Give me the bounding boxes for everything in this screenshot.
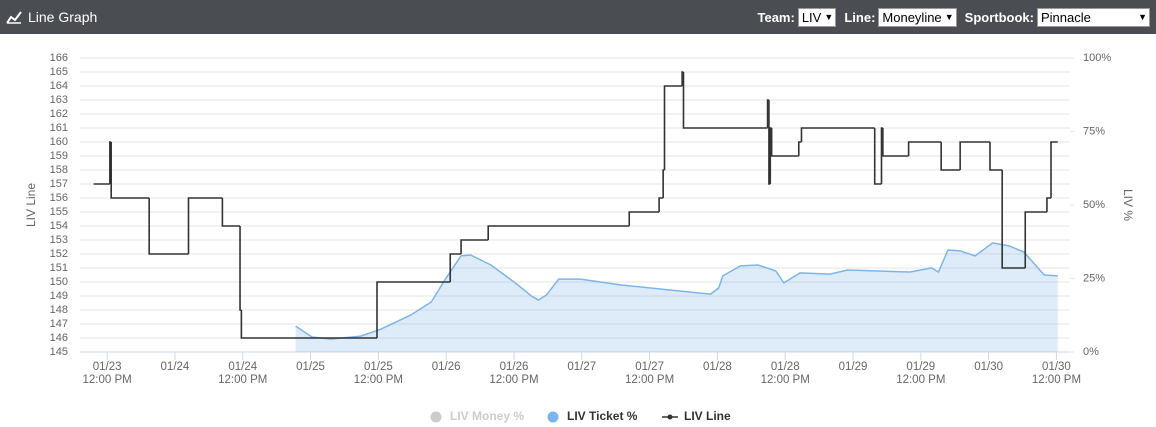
y-tick-label: 163 — [50, 94, 68, 106]
x-tick-label: 01/27 12:00 PM — [624, 361, 675, 386]
x-tick-label: 01/28 12:00 PM — [760, 361, 810, 386]
step-segment — [221, 198, 241, 227]
step-segment — [658, 197, 664, 212]
legend-label[interactable]: LIV Ticket % — [567, 409, 638, 423]
y-tick-label: 147 — [50, 318, 68, 330]
x-tick-label: 01/26 12:00 PM — [489, 361, 539, 386]
step-segment — [240, 310, 377, 339]
legend-symbol — [547, 411, 559, 423]
area-line — [295, 242, 1058, 340]
y-tick-label: 161 — [50, 122, 68, 134]
y-axis-title: LIV Line — [24, 183, 38, 227]
y-tick-label: 155 — [50, 206, 68, 218]
step-segment — [770, 128, 799, 157]
area-fill — [295, 242, 1058, 352]
step-segment — [959, 141, 990, 170]
y2-tick-label: 75% — [1083, 125, 1105, 137]
y-tick-label: 156 — [50, 192, 68, 204]
y-tick-label: 151 — [50, 262, 68, 274]
y-tick-label: 157 — [50, 178, 68, 190]
step-segment — [1001, 170, 1026, 269]
x-tick-label: 01/29 — [838, 361, 868, 373]
chart-icon — [6, 11, 22, 24]
header-title: Line Graph — [28, 9, 98, 25]
step-segment — [187, 197, 223, 254]
y-tick-label: 150 — [50, 276, 68, 288]
y-tick-label: 158 — [50, 164, 68, 176]
y-tick-label: 164 — [50, 80, 68, 92]
step-segment — [940, 142, 961, 171]
control-label: Sportbook: — [964, 9, 1034, 25]
y-tick-label: 148 — [50, 304, 68, 316]
y2-tick-label: 0% — [1083, 346, 1099, 358]
y-tick-label: 159 — [50, 150, 68, 162]
control-label: Team: — [757, 9, 795, 25]
step-segment — [663, 85, 683, 170]
y-tick-label: 149 — [50, 290, 68, 302]
x-tick-label: 01/25 12:00 PM — [353, 361, 403, 386]
step-segment — [1024, 211, 1047, 268]
x-tick-label: 01/24 — [160, 361, 190, 373]
y-tick-label: 152 — [50, 248, 68, 260]
x-tick-label: 01/25 — [296, 361, 325, 373]
x-tick-label: 01/30 — [974, 361, 1004, 373]
step-segment — [1050, 141, 1058, 198]
step-segment — [628, 211, 660, 226]
y-tick-label: 160 — [50, 136, 68, 148]
legend-symbol — [430, 411, 442, 423]
x-tick-label: 01/27 — [567, 361, 597, 373]
x-tick-label: 01/23 12:00 PM — [82, 361, 132, 386]
step-segment — [873, 128, 882, 185]
step-segment — [376, 281, 451, 338]
control-label: Line: — [844, 9, 876, 25]
x-tick-label: 01/24 12:00 PM — [218, 361, 268, 386]
x-tick-label: 01/28 — [703, 361, 732, 373]
step-segment — [148, 198, 189, 255]
y-tick-label: 146 — [50, 332, 68, 344]
step-segment — [682, 72, 768, 129]
step-segment — [110, 142, 150, 199]
step-segment — [449, 253, 462, 282]
y-tick-label: 153 — [50, 234, 68, 246]
step-segment — [989, 142, 1003, 171]
y2-tick-label: 100% — [1083, 52, 1111, 64]
step-segment — [797, 141, 802, 156]
step-segment — [1046, 197, 1052, 212]
legend-label[interactable]: LIV Money % — [450, 409, 524, 423]
y2-tick-label: 50% — [1083, 199, 1105, 211]
header-bar: Line Graph Team:LIV Line:Moneyline Sportbo… — [0, 0, 1156, 34]
step-segment — [800, 127, 875, 142]
x-tick-label: 01/30 12:00 PM — [1031, 361, 1082, 386]
step-segment — [882, 128, 909, 157]
legend-symbol — [667, 414, 673, 420]
y-tick-label: 145 — [50, 346, 68, 358]
y-tick-label: 154 — [50, 220, 68, 232]
x-tick-label: 01/26 — [431, 361, 461, 373]
select[interactable]: Moneyline — [878, 7, 957, 27]
x-tick-label: 01/29 12:00 PM — [896, 361, 946, 386]
y-tick-label: 165 — [50, 66, 68, 78]
select[interactable]: Pinnacle — [1037, 7, 1150, 27]
y2-axis-title: LIV % — [1121, 189, 1135, 221]
step-segment — [907, 141, 942, 156]
y2-tick-label: 25% — [1083, 272, 1105, 284]
step-segment — [487, 225, 630, 240]
select[interactable]: LIV — [797, 7, 837, 27]
step-segment — [460, 239, 489, 254]
y-tick-label: 166 — [50, 52, 68, 64]
legend-label[interactable]: LIV Line — [684, 409, 731, 423]
y-tick-label: 162 — [50, 108, 68, 120]
controls: Team:LIV Line:Moneyline Sportbook:Pinnacle — [750, 7, 1150, 27]
